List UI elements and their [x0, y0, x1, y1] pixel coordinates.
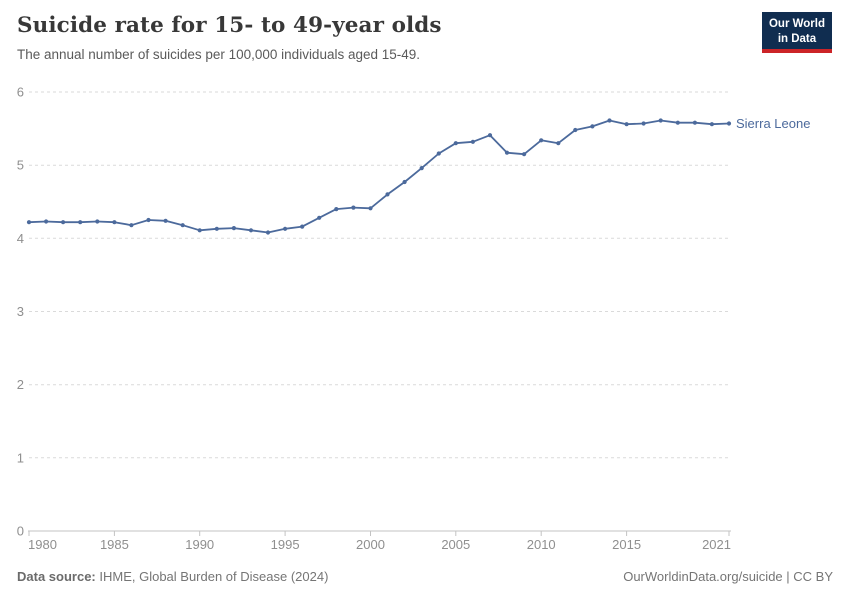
data-point[interactable]: [504, 150, 510, 155]
data-point[interactable]: [453, 141, 458, 146]
data-point[interactable]: [726, 121, 732, 126]
data-point[interactable]: [231, 226, 236, 231]
data-point[interactable]: [129, 223, 134, 228]
page-title: Suicide rate for 15- to 49-year olds: [17, 13, 442, 38]
chart-header: Suicide rate for 15- to 49-year olds The…: [17, 13, 750, 62]
y-tick-label: 6: [17, 85, 24, 100]
owid-logo[interactable]: Our World in Data: [761, 12, 832, 54]
data-point[interactable]: [26, 220, 32, 225]
data-source: Data source: IHME, Global Burden of Dise…: [17, 569, 328, 584]
data-point[interactable]: [317, 215, 322, 220]
line-chart-svg: 0 1 2 3 4 5 6 1980 1985 1990 1995 2000 2005 2010 2015 2…: [17, 85, 811, 553]
data-point[interactable]: [351, 205, 356, 210]
data-point[interactable]: [146, 217, 151, 223]
data-point[interactable]: [180, 223, 185, 228]
data-point[interactable]: [95, 219, 100, 224]
chart-footer: Data source: IHME, Global Burden of Dise…: [17, 569, 833, 584]
data-point[interactable]: [590, 124, 595, 129]
data-point[interactable]: [573, 127, 578, 133]
chart-subtitle: The annual number of suicides per 100,00…: [17, 47, 421, 62]
y-tick-label: 4: [17, 231, 24, 246]
data-point[interactable]: [61, 220, 66, 225]
x-tick-label: 2021: [702, 537, 731, 552]
x-tick-label: 1990: [185, 537, 214, 552]
data-point[interactable]: [300, 224, 305, 229]
y-tick-label: 5: [17, 158, 24, 173]
x-tick-label: 2010: [527, 537, 556, 552]
data-source-label: Data source:: [17, 569, 96, 584]
series-label: Sierra Leone: [736, 116, 810, 131]
data-point[interactable]: [692, 120, 698, 125]
credit-link[interactable]: OurWorldinData.org/suicide | CC BY: [623, 569, 833, 584]
data-point[interactable]: [436, 151, 441, 156]
data-point[interactable]: [607, 118, 612, 123]
y-tick-label: 3: [17, 304, 24, 319]
data-point[interactable]: [487, 133, 493, 138]
data-point[interactable]: [522, 152, 527, 157]
data-point[interactable]: [624, 122, 629, 127]
data-point[interactable]: [265, 230, 271, 235]
data-source-text: IHME, Global Burden of Disease (2024): [95, 569, 329, 584]
data-point[interactable]: [385, 192, 390, 197]
data-point[interactable]: [78, 220, 83, 225]
y-tick-label: 1: [17, 450, 24, 465]
x-tick-label: 2015: [612, 537, 641, 552]
data-point[interactable]: [539, 138, 544, 143]
data-point[interactable]: [368, 206, 373, 211]
data-point[interactable]: [709, 122, 715, 127]
data-point[interactable]: [112, 220, 117, 225]
data-point[interactable]: [402, 179, 407, 185]
data-point[interactable]: [641, 121, 646, 126]
data-point[interactable]: [334, 207, 339, 212]
x-tick-label: 2005: [441, 537, 470, 552]
data-point[interactable]: [419, 166, 424, 171]
data-point[interactable]: [44, 219, 49, 224]
data-point[interactable]: [248, 228, 254, 233]
x-tick-label: 1980: [28, 537, 57, 552]
line-chart: 0 1 2 3 4 5 6 1980 1985 1990 1995 2000 2005 2010 2015 2…: [0, 80, 850, 565]
y-tick-label: 2: [17, 377, 24, 392]
owid-logo-line1: Our World: [768, 18, 825, 30]
data-point[interactable]: [675, 120, 680, 125]
data-line: [28, 119, 730, 234]
x-tick-label: 1985: [100, 537, 129, 552]
data-point[interactable]: [470, 139, 475, 144]
data-point[interactable]: [283, 226, 288, 231]
data-point[interactable]: [556, 141, 561, 146]
owid-logo-line2: in Data: [777, 32, 817, 45]
x-tick-label: 2000: [356, 537, 385, 552]
x-tick-label: 1995: [271, 537, 300, 552]
data-point[interactable]: [214, 226, 219, 231]
data-point[interactable]: [658, 118, 663, 123]
data-point[interactable]: [197, 228, 202, 233]
y-tick-label: 0: [17, 524, 24, 539]
data-point[interactable]: [163, 218, 168, 223]
